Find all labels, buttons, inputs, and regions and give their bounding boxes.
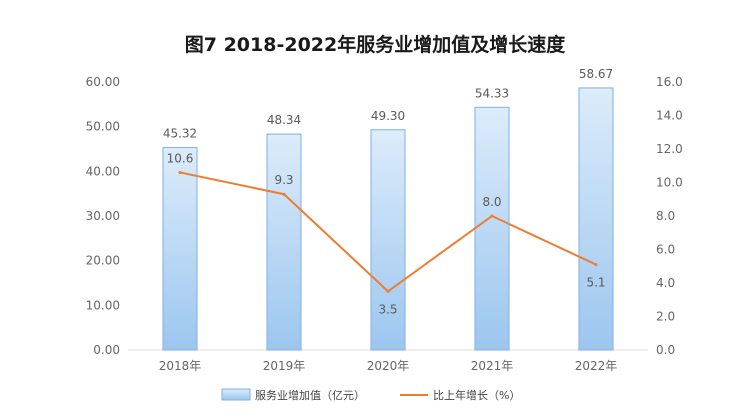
bar xyxy=(266,133,302,351)
y-right-tick-label: 10.0 xyxy=(656,176,683,190)
bar xyxy=(474,106,510,351)
bar-data-label: 54.33 xyxy=(475,86,509,100)
bar-data-label: 45.32 xyxy=(163,127,197,141)
bar-data-label: 48.34 xyxy=(267,113,301,127)
line-data-label: 9.3 xyxy=(274,173,293,187)
bar xyxy=(370,129,406,351)
y-right-tick-label: 6.0 xyxy=(656,243,675,257)
x-tick-label: 2020年 xyxy=(367,359,410,373)
y-right-tick-label: 0.0 xyxy=(656,343,675,357)
legend-bar-label: 服务业增加值（亿元） xyxy=(255,388,365,402)
line-point xyxy=(178,170,182,174)
line-point xyxy=(386,289,390,293)
line-point xyxy=(594,263,598,267)
y-right-tick-label: 16.0 xyxy=(656,75,683,89)
line-point xyxy=(490,214,494,218)
line-data-label: 3.5 xyxy=(378,302,397,316)
legend-line-label: 比上年增长（%） xyxy=(433,388,520,402)
y-left-tick-label: 10.00 xyxy=(86,298,120,312)
line-data-label: 5.1 xyxy=(586,276,605,290)
y-right-tick-label: 2.0 xyxy=(656,310,675,324)
y-right-tick-label: 14.0 xyxy=(656,109,683,123)
bar-data-label: 49.30 xyxy=(371,109,405,123)
chart-title: 图7 2018-2022年服务业增加值及增长速度 xyxy=(184,34,566,56)
legend-bar-swatch xyxy=(221,388,251,401)
y-left-tick-label: 40.00 xyxy=(86,164,120,178)
x-tick-label: 2019年 xyxy=(263,359,306,373)
x-tick-label: 2022年 xyxy=(575,359,618,373)
y-right-tick-label: 8.0 xyxy=(656,209,675,223)
bar xyxy=(578,87,614,351)
bar xyxy=(162,147,198,351)
y-left-tick-label: 60.00 xyxy=(86,75,120,89)
line-data-label: 8.0 xyxy=(482,195,501,209)
line-point xyxy=(282,192,286,196)
y-left-tick-label: 30.00 xyxy=(86,209,120,223)
bar-data-label: 58.67 xyxy=(579,67,613,81)
y-left-tick-label: 0.00 xyxy=(93,343,120,357)
y-left-tick-label: 20.00 xyxy=(86,254,120,268)
y-right-tick-label: 12.0 xyxy=(656,142,683,156)
x-tick-label: 2018年 xyxy=(159,359,202,373)
line-data-label: 10.6 xyxy=(167,151,194,165)
y-right-tick-label: 4.0 xyxy=(656,276,675,290)
x-tick-label: 2021年 xyxy=(471,359,514,373)
y-left-tick-label: 50.00 xyxy=(86,120,120,134)
